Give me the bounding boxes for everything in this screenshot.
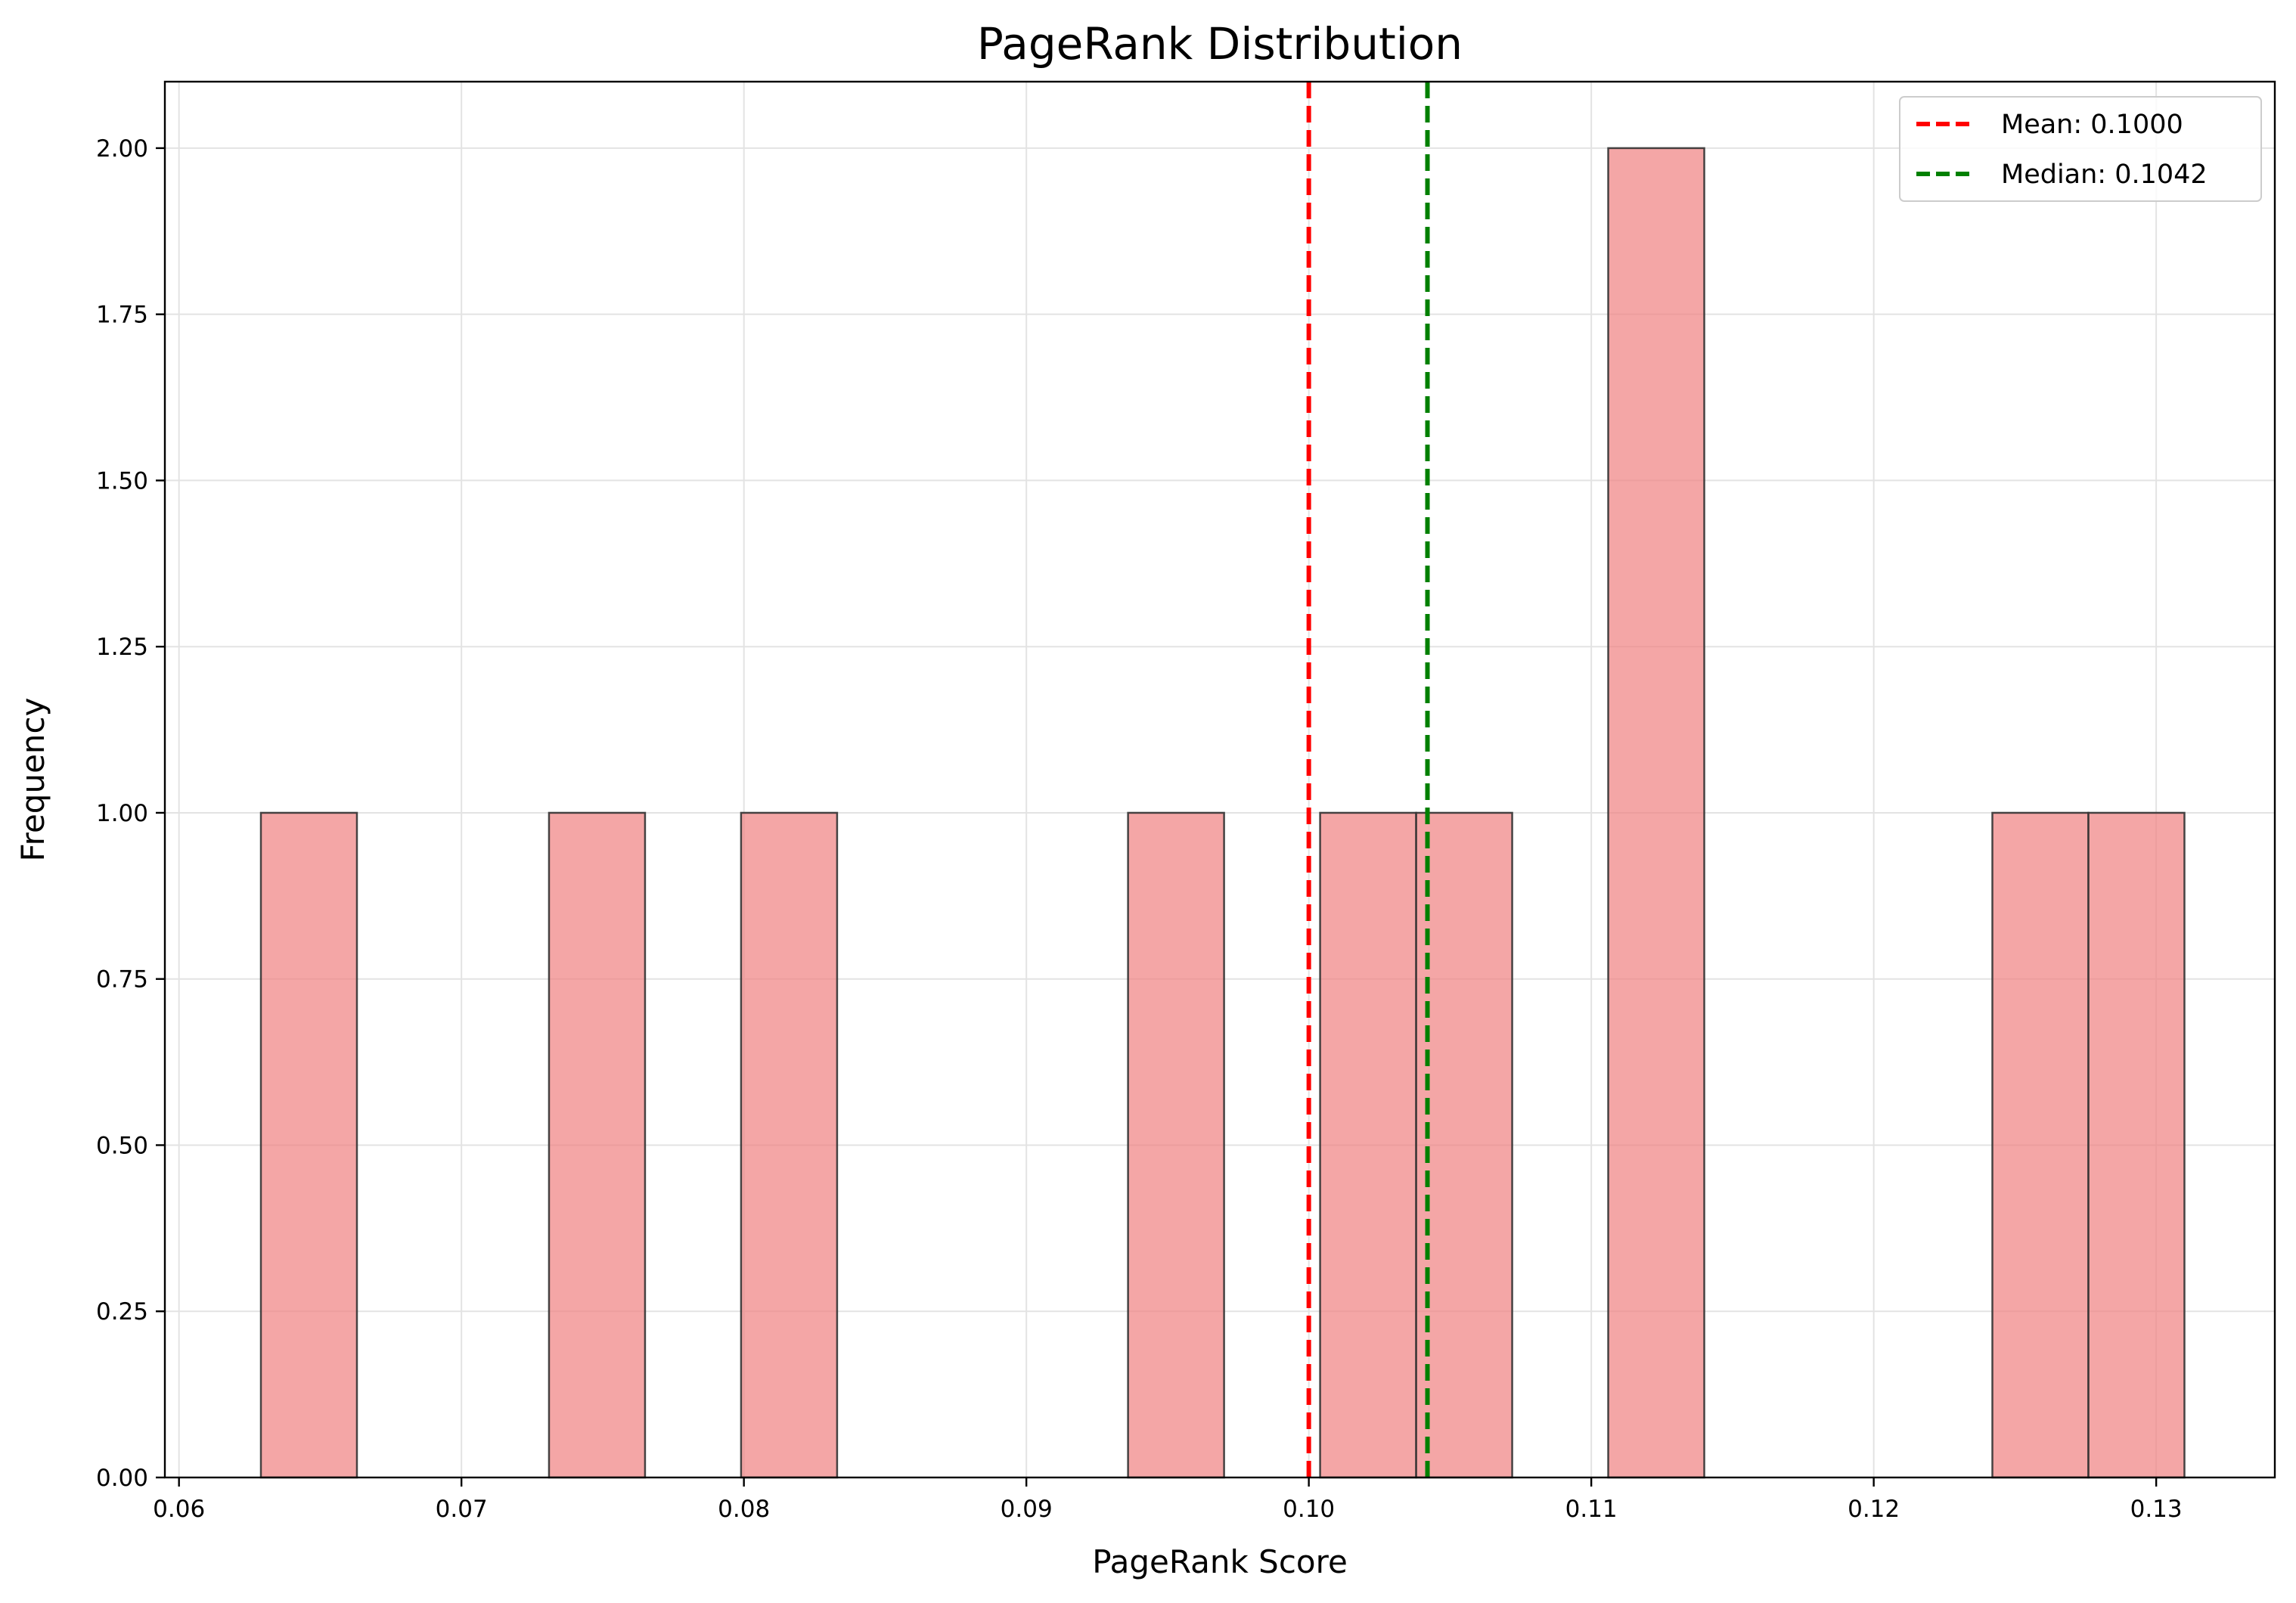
histogram-bar [1607, 147, 1705, 1479]
plot-frame [163, 80, 2276, 1479]
y-tick-label: 1.75 [96, 302, 148, 329]
histogram-bar [740, 811, 839, 1479]
x-tick-label: 0.07 [436, 1496, 488, 1523]
y-tick-label: 1.25 [96, 634, 148, 661]
x-tick-label: 0.06 [153, 1496, 205, 1523]
chart-title: PageRank Distribution [977, 18, 1463, 70]
histogram-bar [1319, 811, 1417, 1479]
x-tick-label: 0.08 [718, 1496, 770, 1523]
histogram-bar [1415, 811, 1513, 1479]
x-tick-label: 0.09 [1001, 1496, 1053, 1523]
y-axis-ticks: 0.00 0.25 0.50 0.75 1.00 1.25 1.50 1.75 2.00 [96, 135, 165, 1492]
y-tick-label: 0.25 [96, 1298, 148, 1325]
y-tick-label: 0.75 [96, 966, 148, 994]
histogram-bar [548, 811, 647, 1479]
y-tick-label: 2.00 [96, 135, 148, 163]
x-tick-label: 0.11 [1565, 1496, 1618, 1523]
y-axis-label: Frequency [14, 698, 51, 862]
y-tick-label: 1.50 [96, 467, 148, 495]
histogram-bar [1127, 811, 1225, 1479]
y-tick-label: 0.50 [96, 1132, 148, 1159]
histogram-bars [259, 147, 2186, 1479]
legend-label-mean: Mean: 0.1000 [2001, 110, 2183, 140]
x-tick-label: 0.13 [2130, 1496, 2183, 1523]
x-tick-label: 0.10 [1283, 1496, 1335, 1523]
legend-box [1899, 96, 2262, 202]
legend: Mean: 0.1000 Median: 0.1042 [1899, 96, 2262, 202]
reference-lines [1306, 82, 1430, 1477]
histogram-bar [1991, 811, 2090, 1479]
histogram-bar [2087, 811, 2186, 1479]
y-tick-label: 0.00 [96, 1465, 148, 1492]
x-tick-label: 0.12 [1848, 1496, 1900, 1523]
legend-label-median: Median: 0.1042 [2001, 160, 2208, 190]
x-axis-ticks: 0.06 0.07 0.08 0.09 0.10 0.11 0.12 0.13 [153, 1477, 2183, 1523]
x-axis-label: PageRank Score [1092, 1543, 1348, 1580]
y-tick-label: 1.00 [96, 800, 148, 827]
histogram-bar [259, 811, 358, 1479]
